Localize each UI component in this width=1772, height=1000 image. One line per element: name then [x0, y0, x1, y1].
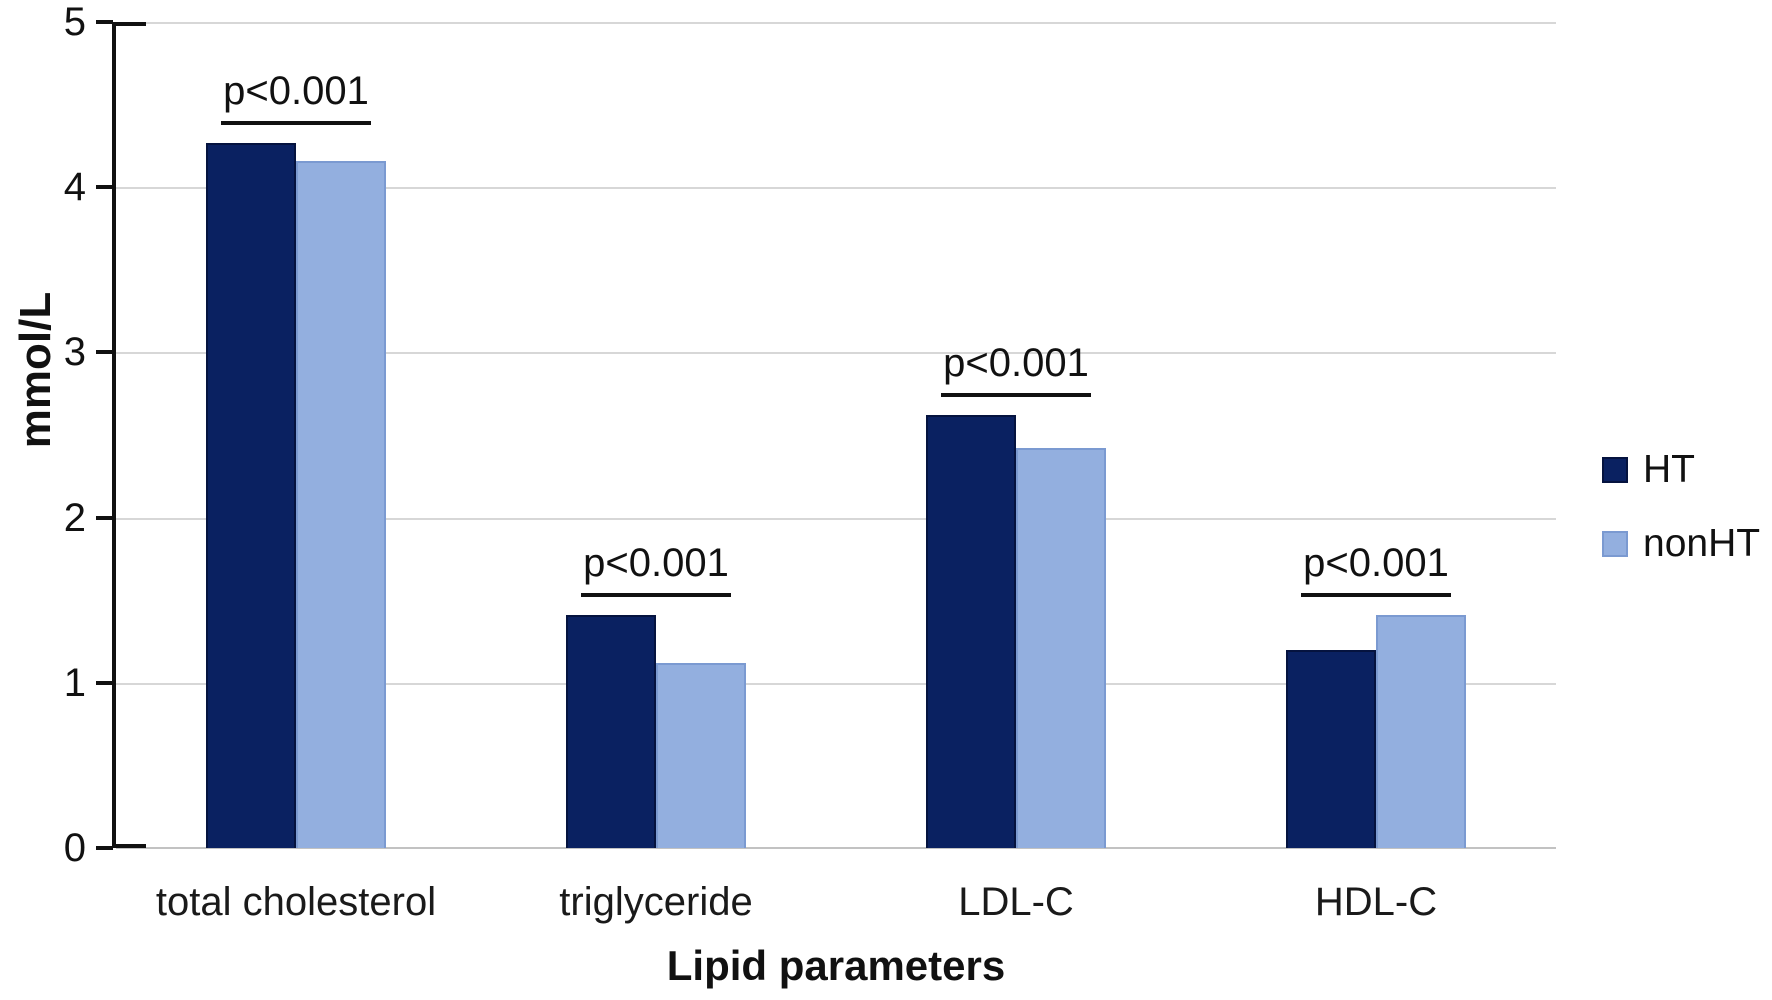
- p-value-label: p<0.001: [583, 541, 729, 586]
- p-value-label: p<0.001: [943, 341, 1089, 386]
- significance-line: [1301, 593, 1451, 598]
- significance-line: [221, 120, 371, 125]
- y-tick-label: 2: [63, 495, 86, 540]
- significance-annotation: p<0.001: [581, 542, 731, 615]
- x-tick-label: HDL-C: [1314, 880, 1438, 924]
- y-axis-title: mmol/L: [11, 291, 60, 449]
- legend-label-ht: HT: [1643, 448, 1695, 491]
- gridline-2: [116, 517, 1556, 520]
- significance-line: [941, 393, 1091, 398]
- bar-ht-triglyceride: [566, 615, 656, 848]
- legend-item-ht: HT: [1602, 450, 1760, 490]
- x-tick-label: total cholesterol: [155, 880, 437, 924]
- y-axis-top-cap: [112, 22, 146, 26]
- gridline-4: [116, 187, 1556, 190]
- bar-ht-total-cholesterol: [206, 142, 296, 848]
- significance-annotation: p<0.001: [221, 70, 371, 143]
- significance-annotation: p<0.001: [941, 342, 1091, 415]
- y-tick-label: 1: [63, 660, 86, 705]
- bar-group-triglyceride: p<0.001: [476, 22, 836, 848]
- x-axis-labels: total cholesterol triglyceride LDL-C HDL…: [116, 880, 1556, 925]
- x-axis-line: [116, 847, 1556, 849]
- legend-item-nonht: nonHT: [1602, 524, 1760, 564]
- bar-group-ldl-c: p<0.001: [836, 22, 1196, 848]
- gridline-5: [116, 22, 1556, 24]
- bar-nonht-total-cholesterol: [296, 160, 386, 848]
- bar-nonht-ldl-c: [1016, 448, 1106, 848]
- p-value-label: p<0.001: [223, 68, 369, 113]
- y-axis-bottom-cap: [112, 844, 146, 848]
- legend-swatch-ht: [1602, 457, 1628, 483]
- y-tick-1: [96, 680, 113, 685]
- bar-group-total-cholesterol: p<0.001: [116, 22, 476, 848]
- bar-ht-ldl-c: [926, 415, 1016, 848]
- legend-label-nonht: nonHT: [1643, 522, 1761, 565]
- bar-groups: p<0.001 p<0.001 p<0.001: [116, 22, 1556, 848]
- y-tick-label: 3: [63, 330, 86, 375]
- y-tick-label: 0: [63, 826, 86, 870]
- bar-ht-hdl-c: [1286, 649, 1376, 848]
- gridline-3: [116, 352, 1556, 355]
- plot-area: 5 4 3 2 1 0 p<0.001 p<0.001: [64, 2, 1556, 868]
- y-tick-label: 4: [63, 165, 86, 210]
- y-tick-2: [96, 515, 113, 520]
- x-axis-title: Lipid parameters: [666, 942, 1006, 989]
- legend-swatch-nonht: [1602, 531, 1628, 557]
- x-tick-label: LDL-C: [958, 880, 1074, 924]
- bar-group-hdl-c: p<0.001: [1196, 22, 1556, 848]
- y-tick-3: [96, 350, 113, 355]
- y-tick-label: 5: [63, 0, 86, 44]
- bar-nonht-triglyceride: [656, 662, 746, 848]
- bar-nonht-hdl-c: [1376, 615, 1466, 848]
- legend: HT nonHT: [1602, 450, 1760, 598]
- y-axis-line: [112, 22, 116, 848]
- significance-annotation: p<0.001: [1301, 542, 1451, 615]
- gridline-1: [116, 682, 1556, 685]
- significance-line: [581, 593, 731, 598]
- y-tick-4: [96, 185, 113, 190]
- p-value-label: p<0.001: [1303, 541, 1449, 586]
- y-tick-0: [96, 846, 113, 850]
- x-tick-label: triglyceride: [559, 880, 753, 924]
- y-tick-5: [96, 20, 113, 24]
